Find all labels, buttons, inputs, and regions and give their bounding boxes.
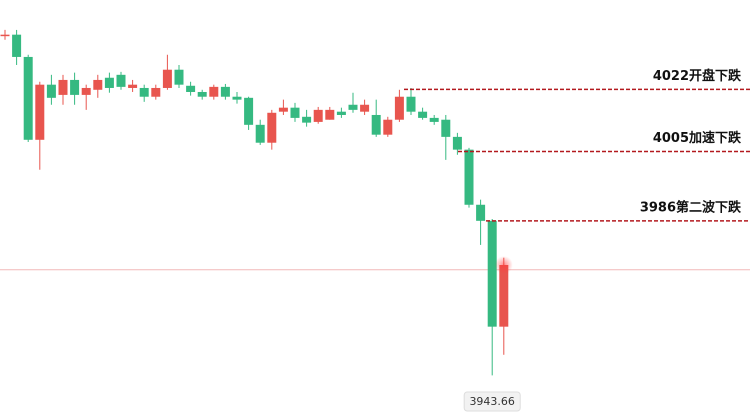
candle-body	[360, 104, 370, 112]
candle-body	[255, 124, 265, 143]
candle-body	[464, 149, 474, 205]
candle-body	[220, 86, 230, 97]
candle-body	[325, 109, 335, 120]
candle-body	[302, 116, 312, 123]
low-label: 3943.66	[469, 395, 515, 408]
annotation-label: 4005加速下跌	[653, 130, 742, 146]
candle-body	[58, 79, 68, 95]
candle-body	[452, 136, 462, 150]
last-price-glow	[494, 255, 513, 274]
candle-body	[209, 86, 219, 97]
candle-body	[70, 79, 80, 95]
candle-body	[487, 220, 497, 327]
candle-body	[232, 96, 242, 100]
low-label-box	[463, 391, 521, 412]
candle-body	[174, 69, 184, 85]
candle-body	[499, 264, 509, 327]
candle-body	[116, 74, 126, 87]
candle-body	[244, 97, 254, 125]
candle-body	[0, 34, 10, 37]
candle-body	[35, 84, 45, 140]
annotation-label: 4022开盘下跌	[653, 68, 742, 84]
candle-body	[394, 96, 404, 120]
candle-body	[383, 119, 393, 135]
candle-body	[476, 204, 486, 221]
candle-body	[93, 79, 103, 90]
candle-body	[23, 56, 33, 140]
candle-body	[162, 69, 172, 88]
candle-body	[12, 34, 22, 57]
candle-body	[81, 87, 91, 95]
candle-body	[151, 87, 161, 97]
candle-body	[104, 77, 114, 88]
candle-body	[313, 109, 323, 122]
candle-body	[290, 107, 300, 118]
candle-body	[139, 87, 149, 97]
candle-body	[197, 91, 207, 97]
candle-body	[371, 114, 381, 135]
candle-body	[46, 84, 56, 98]
candle-body	[406, 96, 416, 112]
annotation-label: 3986第二波下跌	[640, 199, 742, 215]
candle-body	[348, 104, 358, 110]
candle-body	[441, 119, 451, 137]
candle-body	[278, 107, 288, 112]
candle-body	[418, 111, 428, 118]
candle-body	[336, 111, 346, 115]
candle-body	[267, 112, 277, 143]
candle-body	[128, 84, 138, 88]
candle-body	[186, 85, 196, 92]
candle-body	[429, 117, 439, 122]
